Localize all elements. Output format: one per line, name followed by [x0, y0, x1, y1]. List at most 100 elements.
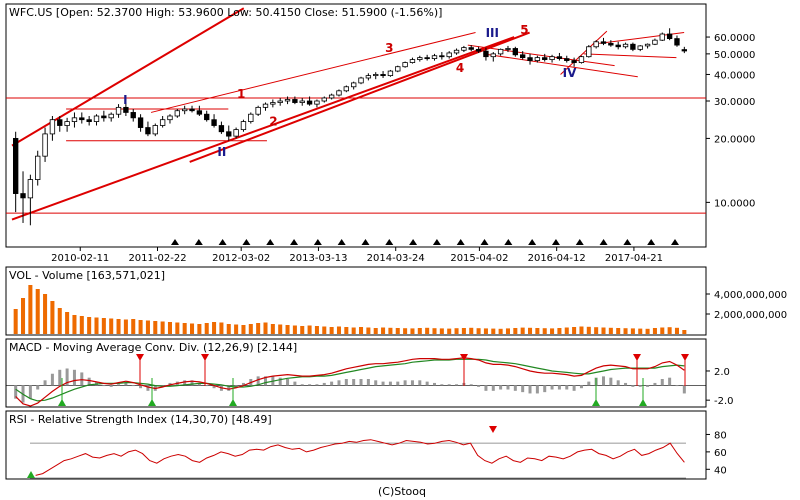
volume-bar-31	[241, 325, 246, 334]
macd-hist-46	[352, 379, 356, 386]
candle-body-57	[431, 55, 438, 60]
volume-bar-66	[498, 328, 503, 334]
volume-bar-86	[645, 328, 650, 334]
volume-bar-47	[359, 327, 364, 334]
volume-bar-3	[35, 289, 40, 334]
rsi-line	[35, 439, 685, 476]
volume-bar-45	[344, 327, 349, 334]
xtick-label-0: 2010-02-11	[51, 253, 109, 264]
candle-body-66	[497, 48, 504, 55]
macd-hist-62	[469, 384, 473, 386]
macd-buy-marker-2	[229, 399, 237, 406]
macd-hist-87	[653, 382, 657, 386]
volume-bar-79	[594, 327, 599, 334]
candle-body-80	[600, 41, 607, 44]
volume-bar-52	[395, 328, 400, 334]
macd-ytick-label-1: -2.0	[714, 396, 734, 407]
price-marker-10	[409, 239, 418, 245]
wave-label-2: III	[486, 26, 499, 40]
price-marker-11	[432, 239, 441, 245]
macd-hist-24	[190, 380, 194, 386]
volume-bar-49	[373, 328, 378, 334]
volume-bar-75	[564, 327, 569, 334]
candle-body-11	[93, 115, 100, 122]
xtick-label-7: 2017-04-21	[605, 253, 663, 264]
candle-body-65	[490, 53, 496, 58]
macd-ytick-label-0: 2.0	[714, 367, 730, 378]
candle-body-20	[159, 119, 166, 126]
xtick-label-6: 2016-04-12	[528, 253, 586, 264]
macd-hist-56	[425, 381, 429, 386]
candle-body-18	[145, 127, 151, 135]
volume-bar-30	[234, 324, 239, 334]
macd-buy-marker-0	[58, 399, 66, 406]
macd-hist-84	[631, 385, 635, 387]
wave-label-6: 3	[385, 41, 393, 55]
price-ytick-label-3: 30.0000	[714, 97, 755, 108]
candle-body-76	[571, 60, 577, 63]
volume-bar-32	[248, 324, 253, 334]
candle-body-38	[292, 99, 298, 103]
volume-panel-title: VOL - Volume [163,571,021]	[9, 269, 165, 282]
volume-plot-group	[13, 285, 687, 334]
candle-body-10	[86, 119, 92, 122]
macd-hist-76	[572, 385, 576, 391]
volume-bar-39	[300, 326, 305, 334]
candle-body-52	[395, 66, 401, 72]
volume-bar-46	[351, 327, 356, 334]
volume-bar-12	[101, 318, 106, 334]
wave-label-8: 5	[520, 23, 528, 37]
wave-label-1: II	[217, 145, 226, 159]
volume-bar-55	[417, 328, 422, 334]
candle-body-37	[284, 99, 291, 102]
volume-bar-72	[542, 328, 547, 334]
candle-body-16	[130, 112, 136, 119]
candle-body-31	[240, 121, 247, 131]
candle-body-2	[27, 179, 34, 199]
candle-body-12	[101, 115, 107, 119]
candle-body-81	[608, 43, 614, 46]
macd-hist-4	[43, 380, 47, 386]
macd-hist-14	[117, 384, 121, 386]
volume-bar-15	[123, 319, 128, 334]
macd-hist-45	[344, 379, 348, 386]
candle-body-21	[167, 115, 173, 121]
wave-label-0: I	[123, 93, 127, 107]
macd-hist-40	[308, 384, 312, 386]
price-panel-title: WFC.US [Open: 52.3700 High: 53.9600 Low:…	[9, 6, 442, 19]
volume-bar-78	[586, 326, 591, 334]
rsi-panel-title: RSI - Relative Strength Index (14,30,70)…	[9, 413, 272, 426]
macd-hist-90	[675, 385, 679, 387]
macd-hist-50	[381, 381, 385, 386]
trend-line-1	[11, 36, 515, 221]
volume-bar-51	[388, 327, 393, 334]
candle-body-44	[336, 90, 342, 96]
macd-hist-63	[477, 385, 481, 387]
candle-body-29	[226, 131, 232, 137]
macd-hist-68	[513, 385, 517, 391]
candle-body-39	[299, 100, 305, 103]
candle-body-86	[644, 43, 651, 47]
price-marker-17	[575, 239, 584, 245]
volume-bar-36	[278, 324, 283, 334]
volume-bar-7	[65, 312, 70, 334]
rsi-ytick-label-2: 40	[714, 465, 727, 476]
volume-bar-83	[623, 328, 628, 334]
volume-bar-6	[57, 308, 62, 334]
volume-bar-18	[145, 320, 150, 334]
volume-bar-73	[550, 328, 555, 334]
macd-hist-16	[131, 385, 135, 387]
volume-bar-65	[491, 328, 496, 334]
macd-hist-89	[668, 377, 672, 386]
trend-line-6	[467, 44, 615, 67]
macd-hist-39	[300, 384, 304, 386]
vol-ytick-label-0: 4,000,000,000	[714, 290, 787, 301]
price-marker-16	[551, 239, 560, 245]
macd-hist-12	[102, 385, 106, 387]
macd-sell-marker-3	[633, 354, 641, 361]
volume-bar-67	[505, 328, 510, 334]
candle-body-55	[417, 57, 423, 60]
price-marker-6	[313, 239, 322, 245]
volume-bar-74	[557, 328, 562, 334]
